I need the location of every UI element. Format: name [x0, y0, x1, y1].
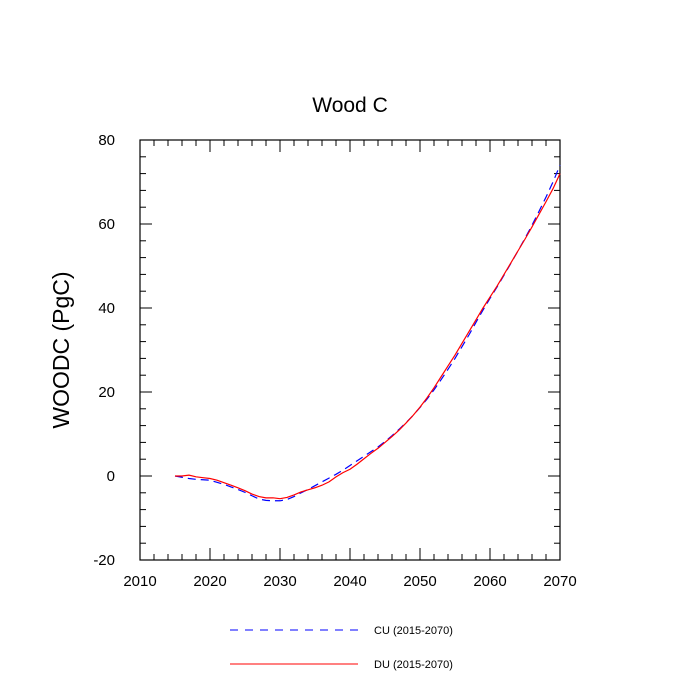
x-tick-label: 2070: [543, 573, 576, 590]
chart-title: Wood C: [312, 94, 387, 117]
legend-label-1: DU (2015-2070): [374, 659, 453, 671]
y-tick-label: -20: [93, 552, 115, 569]
x-tick-label: 2010: [123, 573, 156, 590]
y-axis-label: WOODC (PgC): [48, 271, 74, 428]
y-tick-label: 40: [98, 300, 115, 317]
x-tick-label: 2060: [473, 573, 506, 590]
y-tick-label: 60: [98, 216, 115, 233]
series-line-1: [175, 173, 561, 500]
y-tick-label: 20: [98, 384, 115, 401]
legend-label-0: CU (2015-2070): [374, 625, 453, 637]
x-tick-label: 2030: [263, 573, 296, 590]
x-tick-label: 2020: [193, 573, 226, 590]
y-tick-label: 0: [107, 468, 115, 485]
plot-frame: [139, 139, 561, 561]
x-tick-label: 2040: [333, 573, 366, 590]
legend: CU (2015-2070) DU (2015-2070): [230, 625, 453, 671]
series-line-0: [174, 164, 561, 502]
y-tick-label: 80: [98, 132, 115, 149]
x-tick-label: 2050: [403, 573, 436, 590]
